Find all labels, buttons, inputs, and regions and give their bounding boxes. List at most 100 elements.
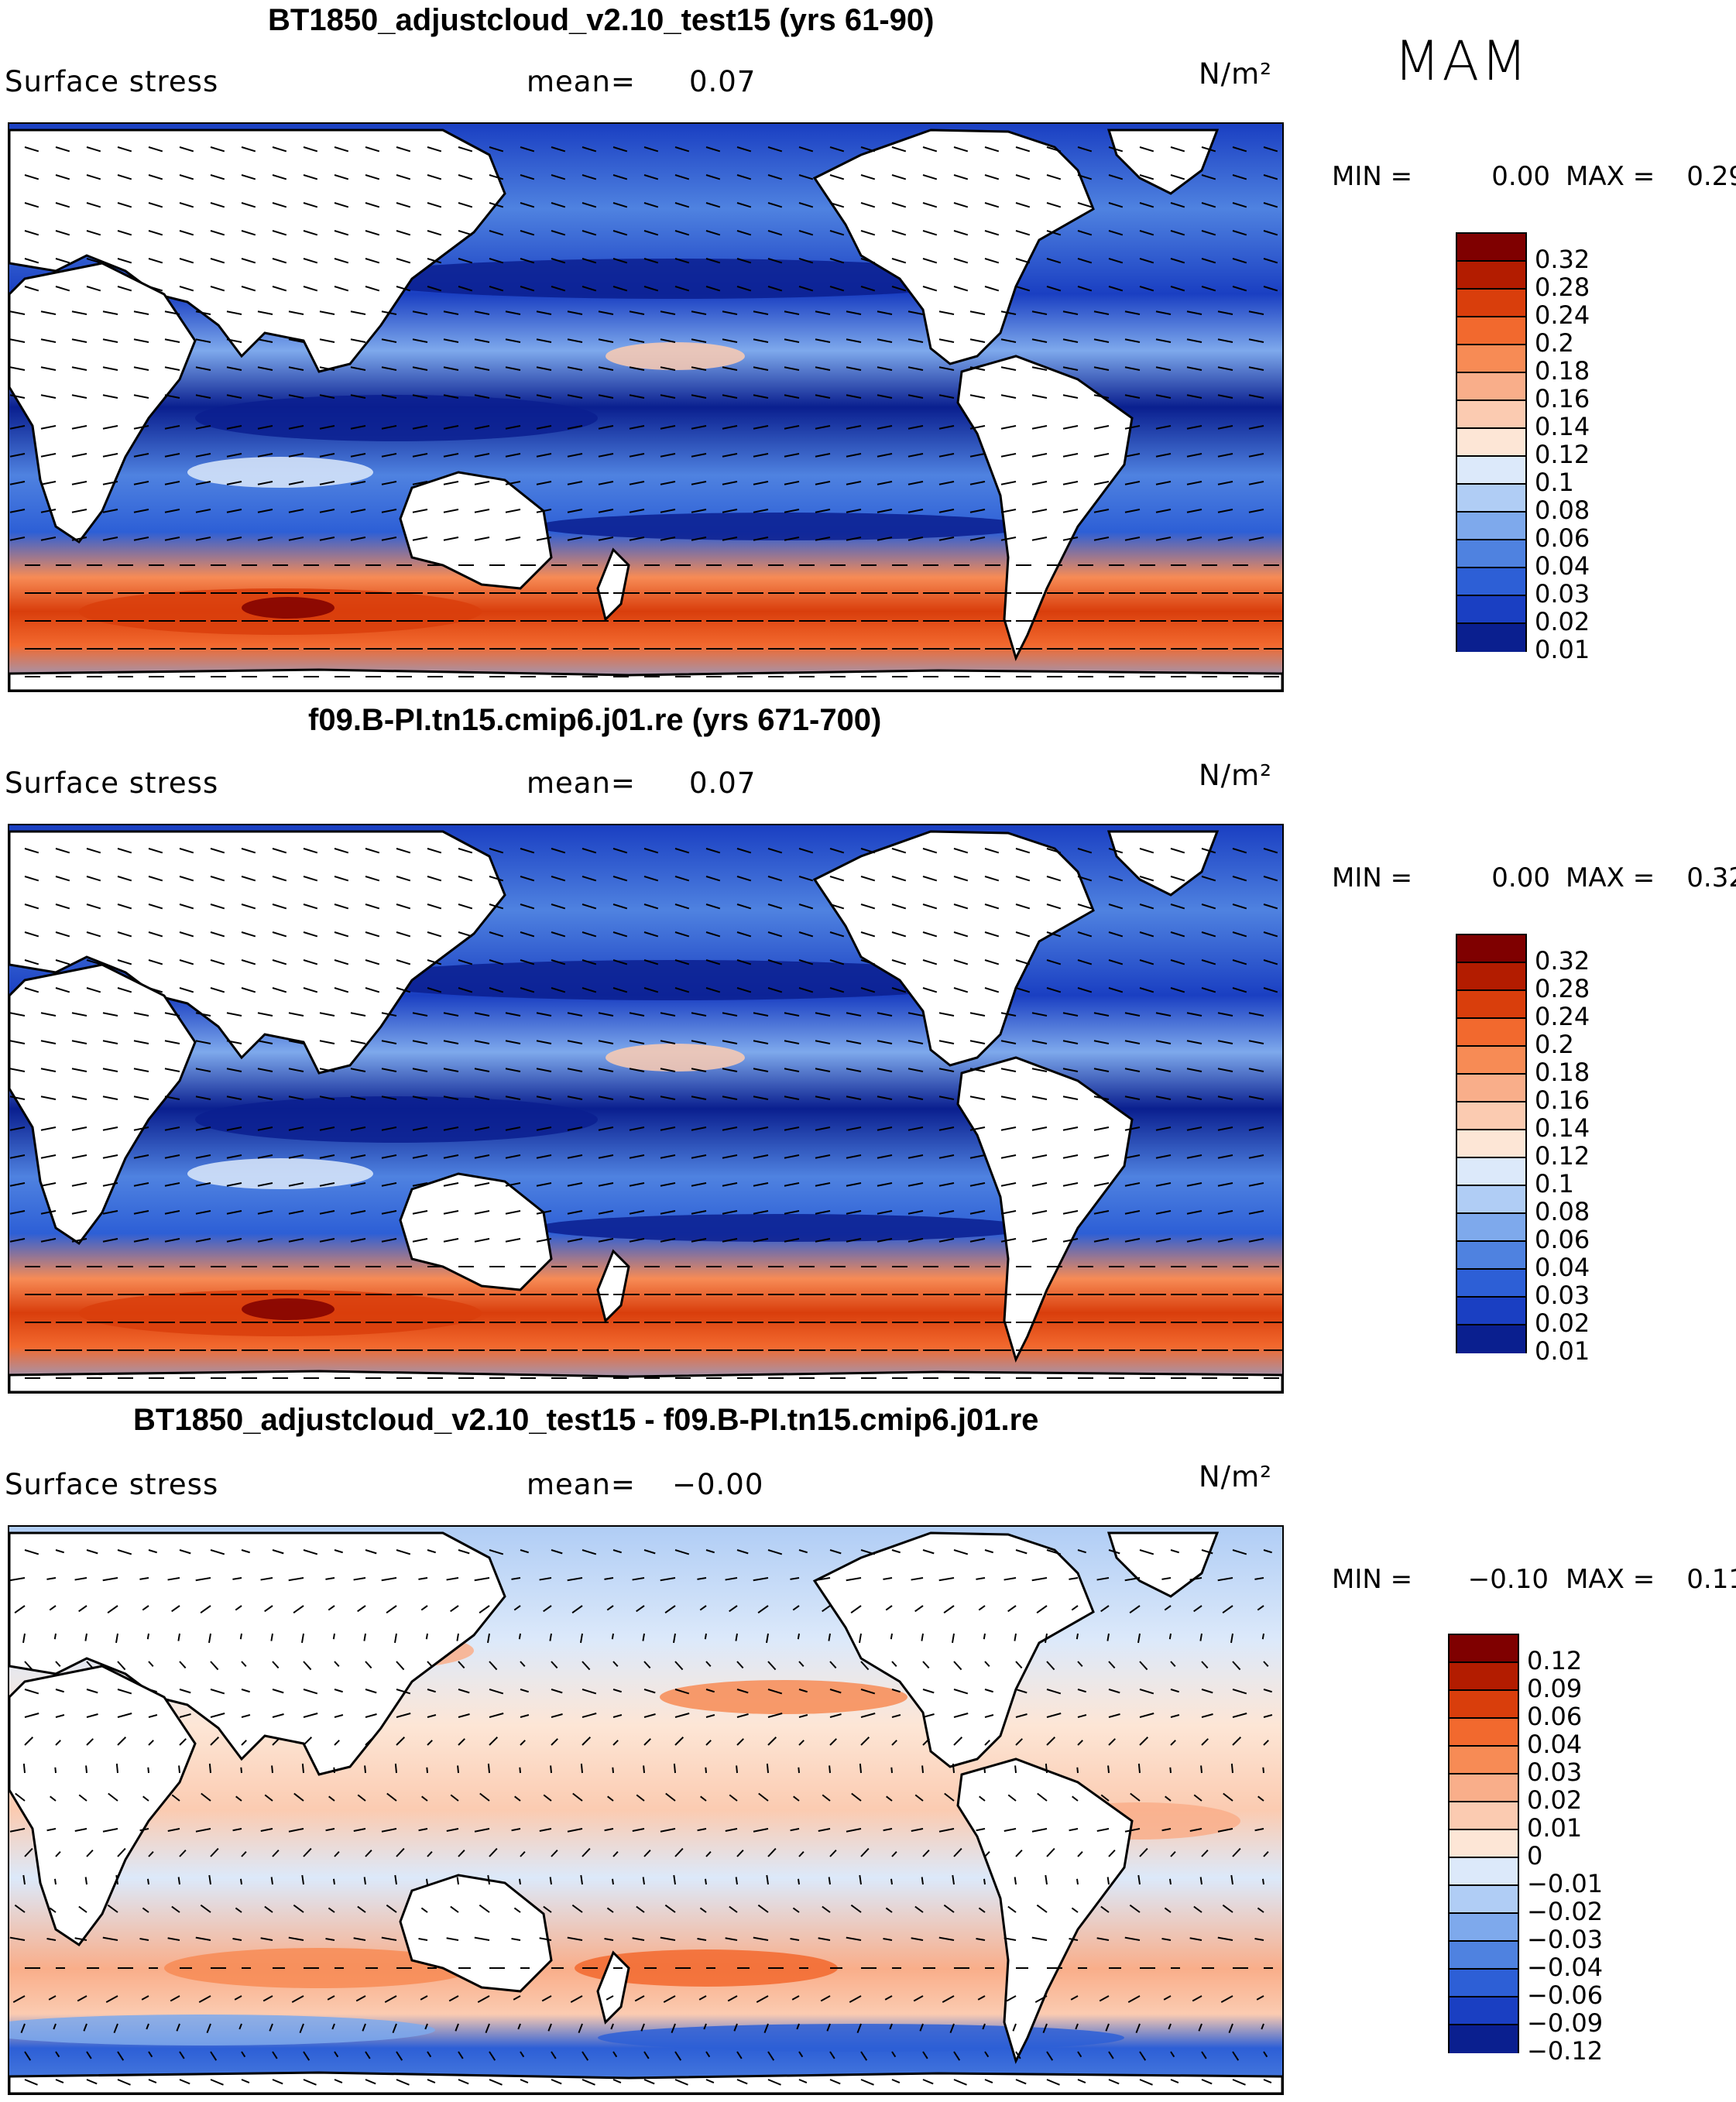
colorbar-swatch: [1457, 429, 1525, 457]
colorbar-swatch: [1457, 345, 1525, 373]
colorbar-swatch: [1457, 1130, 1525, 1158]
landmass: [9, 1370, 1282, 1392]
colorbar-tick-label: 0.14: [1535, 1113, 1590, 1143]
colorbar-tick-label: 0.06: [1527, 1702, 1583, 1731]
landmass: [1106, 830, 1220, 897]
min-value: 0.00: [1491, 161, 1550, 192]
colorbar-swatch: [1457, 963, 1525, 991]
stress-band: [598, 2024, 1124, 2052]
vector-field: [9, 1549, 1273, 2086]
colorbar-tick-label: 0.24: [1535, 300, 1590, 330]
colorbar-tick-label: 0.04: [1535, 1253, 1590, 1282]
colorbar-tick-label: 0.06: [1535, 523, 1590, 553]
colorbar-swatch: [1457, 568, 1525, 596]
map-panel-2: [8, 1525, 1284, 2095]
units-label: N/m²: [1199, 57, 1273, 91]
stress-band: [606, 342, 745, 370]
landmass: [399, 1172, 553, 1291]
min-max-readout: MIN = 0.00 MAX = 0.29: [1332, 161, 1736, 192]
colorbar-swatch: [1457, 1019, 1525, 1047]
colorbar-tick-label: 0.06: [1535, 1225, 1590, 1254]
colorbar-swatch: [1457, 290, 1525, 317]
stress-band: [536, 513, 1031, 540]
colorbar-tick-label: 0.04: [1535, 551, 1590, 581]
colorbar-swatch: [1457, 485, 1525, 513]
colorbar-swatch: [1450, 1886, 1518, 1914]
map-panel-0: [8, 122, 1284, 692]
min-label: MIN =: [1332, 862, 1413, 893]
stress-band: [242, 1298, 335, 1320]
colorbar-swatch: [1457, 401, 1525, 429]
colorbar-tick-label: 0.03: [1527, 1757, 1583, 1787]
colorbar-tick-label: 0.28: [1535, 273, 1590, 302]
colorbar-swatch: [1457, 262, 1525, 290]
mean-label: mean=: [527, 766, 636, 800]
colorbar-tick-label: 0.2: [1535, 328, 1574, 358]
colorbar-tick-label: −0.04: [1527, 1953, 1604, 1982]
map-svg: [9, 825, 1282, 1392]
landmass: [9, 129, 506, 373]
colorbar-tick-label: 0.24: [1535, 1002, 1590, 1031]
max-value: 0.29: [1686, 161, 1736, 192]
colorbar-tick-label: 0.08: [1535, 1197, 1590, 1226]
map-svg: [9, 1527, 1282, 2093]
colorbar-swatch: [1450, 1914, 1518, 1942]
max-label: MAX =: [1566, 862, 1655, 893]
season-label: MAM: [1394, 29, 1529, 93]
variable-label: Surface stress: [5, 766, 219, 800]
stress-band: [536, 1214, 1031, 1242]
colorbar-swatch: [1457, 317, 1525, 345]
colorbar-tick-label: 0.02: [1535, 607, 1590, 636]
max-value: 0.32: [1686, 862, 1736, 893]
colorbar-tick-label: 0.32: [1535, 946, 1590, 976]
colorbar-swatch: [1450, 1942, 1518, 1970]
landmass: [596, 1950, 630, 2025]
colorbar-swatch: [1450, 1719, 1518, 1747]
colorbar-swatch: [1450, 1802, 1518, 1830]
landmass: [9, 1665, 197, 1947]
colorbar-box: [1456, 232, 1527, 652]
stress-band: [187, 457, 373, 488]
colorbar-swatch: [1457, 991, 1525, 1019]
colorbar-swatch: [1450, 1747, 1518, 1775]
colorbar-tick-label: 0.03: [1535, 1281, 1590, 1310]
variable-label: Surface stress: [5, 1468, 219, 1501]
colorbar-tick-label: 0.16: [1535, 384, 1590, 413]
landmass: [812, 830, 1095, 1067]
colorbar-swatch: [1457, 234, 1525, 262]
panel-title: BT1850_adjustcloud_v2.10_test15 (yrs 61-…: [268, 3, 935, 37]
max-value: 0.11: [1686, 1564, 1736, 1595]
colorbar-tick-label: −0.02: [1527, 1897, 1604, 1926]
landmass: [9, 262, 197, 544]
colorbar-swatch: [1457, 373, 1525, 401]
landmass: [596, 547, 630, 622]
colorbar-tick-label: −0.03: [1527, 1925, 1604, 1954]
colorbar-swatch: [1457, 457, 1525, 485]
colorbar-tick-label: 0.01: [1535, 635, 1590, 664]
colorbar-swatch: [1450, 1635, 1518, 1663]
mean-value: −0.00: [672, 1468, 764, 1501]
units-label: N/m²: [1199, 1460, 1273, 1493]
min-max-readout: MIN = −0.10 MAX = 0.11: [1332, 1564, 1736, 1595]
colorbar-tick-label: −0.12: [1527, 2036, 1604, 2066]
colorbar-tick-label: 0: [1527, 1841, 1543, 1871]
colorbar-swatch: [1457, 1242, 1525, 1270]
colorbar-tick-label: 0.08: [1535, 495, 1590, 525]
landmass: [1106, 129, 1220, 195]
colorbar-tick-label: 0.02: [1527, 1785, 1583, 1815]
stress-band: [660, 1680, 907, 1714]
colorbar-swatch: [1457, 1047, 1525, 1075]
mean-label: mean=: [527, 65, 636, 98]
colorbar-tick-label: 0.09: [1527, 1674, 1583, 1703]
colorbar-tick-label: 0.16: [1535, 1085, 1590, 1115]
stress-band: [195, 1096, 598, 1143]
colorbar-swatch: [1450, 1775, 1518, 1802]
min-label: MIN =: [1332, 161, 1413, 192]
colorbar-tick-label: −0.01: [1527, 1869, 1604, 1898]
colorbar-tick-label: −0.09: [1527, 2008, 1604, 2038]
vector-field: [9, 848, 1282, 1379]
landmass: [9, 668, 1282, 691]
colorbar-tick-label: 0.18: [1535, 1058, 1590, 1087]
max-label: MAX =: [1566, 1564, 1655, 1595]
mean-value: 0.07: [689, 65, 756, 98]
